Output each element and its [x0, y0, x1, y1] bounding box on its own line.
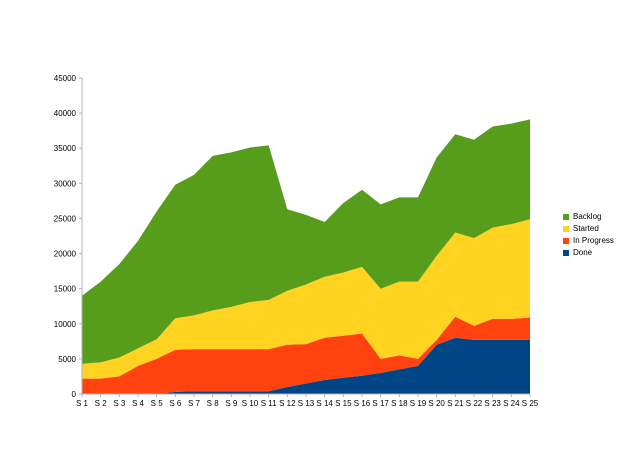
- x-tick-label: S 20: [428, 399, 445, 408]
- x-tick-label: S 21: [447, 399, 464, 408]
- area-backlog: [82, 119, 530, 364]
- x-tick-label: S 10: [242, 399, 259, 408]
- y-tick-label: 20000: [54, 250, 77, 259]
- x-tick-label: S 7: [188, 399, 201, 408]
- x-tick-label: S 17: [372, 399, 389, 408]
- x-tick-label: S 25: [522, 399, 539, 408]
- y-tick-label: 10000: [54, 320, 77, 329]
- x-tick-label: S 6: [169, 399, 182, 408]
- y-tick-label: 25000: [54, 214, 77, 223]
- area-in-progress: [82, 316, 530, 394]
- x-tick-label: S 5: [151, 399, 164, 408]
- y-tick-label: 40000: [54, 109, 77, 118]
- x-tick-label: S 11: [261, 399, 277, 408]
- legend-swatch: [563, 250, 569, 256]
- legend-swatch: [563, 226, 569, 232]
- area-done: [82, 337, 530, 394]
- y-tick-label: 15000: [54, 285, 77, 294]
- y-axis-ticks: 0 5000 10000 15000 20000 25000 30000 35000 40000…: [54, 74, 82, 399]
- chart-legend: Backlog Started In Progress Done: [563, 211, 614, 259]
- y-tick-label: 45000: [54, 74, 77, 83]
- x-tick-label: S 19: [410, 399, 427, 408]
- x-tick-label: S 2: [95, 399, 108, 408]
- x-tick-label: S 22: [466, 399, 483, 408]
- legend-item-done: Done: [563, 247, 614, 259]
- x-tick-label: S 24: [503, 399, 520, 408]
- x-tick-label: S 8: [207, 399, 220, 408]
- legend-swatch: [563, 214, 569, 220]
- area-series-group: [82, 119, 530, 394]
- x-tick-label: S 23: [484, 399, 501, 408]
- x-tick-label: S 4: [132, 399, 145, 408]
- x-tick-label: S 18: [391, 399, 408, 408]
- legend-label: Backlog: [573, 212, 602, 221]
- y-tick-label: 0: [72, 390, 77, 399]
- y-tick-label: 5000: [58, 355, 76, 364]
- x-tick-label: S 9: [225, 399, 238, 408]
- x-tick-label: S 14: [316, 399, 333, 408]
- x-tick-label: S 3: [113, 399, 126, 408]
- legend-swatch: [563, 238, 569, 244]
- x-tick-label: S 15: [335, 399, 352, 408]
- legend-item-in-progress: In Progress: [563, 235, 614, 247]
- y-tick-label: 35000: [54, 144, 77, 153]
- x-tick-label: S 16: [354, 399, 371, 408]
- legend-item-started: Started: [563, 223, 614, 235]
- legend-label: Done: [573, 248, 593, 257]
- x-tick-label: S 13: [298, 399, 315, 408]
- x-tick-label: S 12: [279, 399, 296, 408]
- x-tick-label: S 1: [76, 399, 89, 408]
- legend-label: Started: [573, 224, 599, 233]
- area-started: [82, 219, 530, 379]
- y-tick-label: 30000: [54, 179, 77, 188]
- legend-item-backlog: Backlog: [563, 211, 614, 223]
- legend-label: In Progress: [573, 236, 614, 245]
